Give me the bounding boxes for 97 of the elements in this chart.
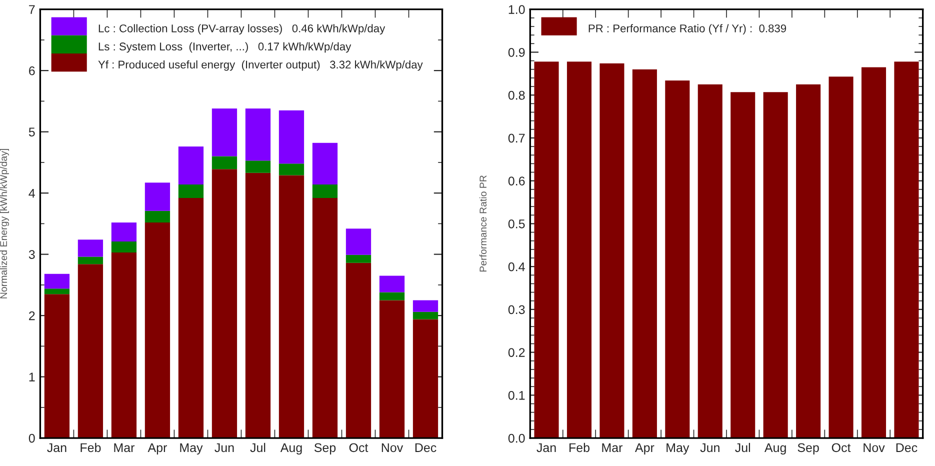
bar (178, 146, 204, 184)
y-tick-label: 5 (28, 128, 35, 136)
bar (144, 182, 170, 211)
x-tick-label: Oct (832, 443, 851, 452)
y-tick-label: 0.7 (508, 134, 525, 143)
x-tick-label: Nov (382, 443, 404, 452)
bar (894, 62, 919, 438)
bar (828, 76, 854, 438)
bar (698, 84, 722, 438)
x-tick-label: Jul (735, 442, 750, 452)
bar (212, 108, 238, 156)
bar (78, 264, 104, 438)
legend-label: PR : Performance Ratio (Yf / Yr) : 0.839 (588, 24, 786, 35)
bar (312, 198, 338, 438)
bar (730, 92, 756, 438)
bar (144, 222, 170, 438)
x-tick-label: Jan (47, 443, 66, 452)
y-tick-label: 0.9 (508, 48, 525, 57)
y-axis-title: Normalized Energy [kWh/kWp/day] (0, 149, 9, 298)
bar (78, 240, 104, 257)
bar (245, 108, 271, 161)
y-tick-label: 0 (28, 434, 35, 443)
x-tick-label: Mar (602, 443, 623, 452)
x-tick-label: Jun (214, 443, 234, 452)
x-tick-label: Jan (536, 443, 556, 452)
bar (44, 288, 70, 294)
bar (44, 274, 70, 289)
bar (278, 164, 304, 176)
bar (144, 210, 170, 222)
bar (346, 254, 372, 263)
x-tick-label: Dec (415, 443, 436, 452)
x-tick-label: Jul (250, 442, 266, 452)
bar (178, 198, 204, 438)
bar (312, 142, 338, 184)
bar (566, 62, 592, 438)
x-tick-label: May (180, 443, 203, 455)
x-tick-label: Feb (569, 442, 590, 452)
legend-label: Ls : System Loss (Inverter, ...) 0.17 kWh/kWp/day (98, 42, 352, 53)
bar (412, 312, 438, 320)
x-tick-label: Dec (896, 443, 918, 452)
bar (212, 156, 238, 170)
bar (632, 69, 657, 438)
y-tick-label: 4 (28, 188, 35, 198)
x-tick-label: Oct (349, 443, 368, 452)
y-axis-title: Performance Ratio PR (479, 176, 487, 272)
y-tick-label: 0.1 (508, 390, 525, 400)
bar (312, 184, 338, 198)
bar (796, 84, 821, 438)
x-tick-label: Sep (314, 443, 336, 455)
y-tick-label: 0.6 (508, 176, 525, 186)
y-tick-label: 0.3 (508, 305, 525, 314)
legend-label: Lc : Collection Loss (PV-array losses) 0.46 kWh/kWp/day (98, 24, 386, 35)
bar (346, 262, 372, 438)
bar (763, 92, 788, 438)
x-tick-label: Mar (114, 443, 135, 452)
x-tick-label: Apr (634, 443, 654, 455)
bar (861, 67, 886, 438)
bar (111, 241, 137, 252)
bar (245, 172, 271, 438)
y-tick-label: 1.0 (508, 5, 525, 14)
bar (278, 110, 304, 164)
y-tick-label: 0.8 (508, 90, 525, 100)
bar (245, 160, 271, 173)
x-tick-label: Apr (148, 443, 167, 455)
bar (534, 62, 559, 438)
x-tick-label: Jun (700, 443, 720, 452)
bar (111, 252, 137, 438)
y-tick-label: 0.2 (508, 348, 525, 357)
bar (412, 300, 438, 312)
bar (412, 319, 438, 438)
bar (379, 276, 405, 292)
x-tick-label: Sep (798, 443, 819, 455)
y-tick-label: 0.5 (508, 219, 525, 228)
x-tick-label: Aug (764, 443, 786, 455)
bar (78, 256, 104, 264)
y-tick-label: 0.4 (508, 262, 525, 272)
bar (379, 292, 405, 300)
y-tick-label: 7 (29, 5, 35, 14)
bar (111, 222, 137, 242)
bar (278, 175, 304, 438)
y-tick-label: 3 (28, 250, 35, 259)
y-tick-label: 2 (29, 311, 35, 320)
y-tick-label: 0.0 (508, 434, 525, 443)
y-tick-label: 6 (29, 66, 35, 76)
x-tick-label: Feb (80, 442, 101, 452)
x-tick-label: Nov (864, 443, 885, 452)
bar (379, 300, 405, 438)
bar (600, 63, 624, 438)
bar (346, 228, 372, 255)
x-tick-label: May (666, 443, 690, 455)
y-tick-label: 1 (29, 372, 35, 382)
bar (665, 80, 690, 438)
x-tick-label: Aug (280, 443, 302, 455)
bar (44, 294, 70, 438)
legend-label: Yf : Produced useful energy (Inverter output) 3.32 kWh/kWp/day (98, 60, 423, 71)
bar (212, 169, 238, 438)
bar (178, 184, 204, 198)
